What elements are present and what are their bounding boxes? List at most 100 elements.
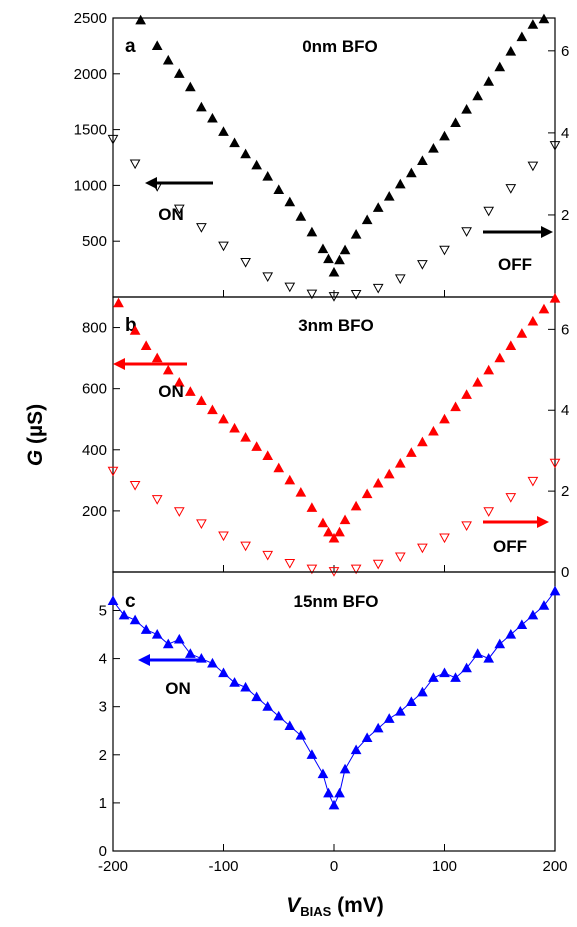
data-point	[505, 340, 517, 350]
y-tick-label: 2	[99, 747, 107, 764]
y-tick-label: 800	[82, 320, 107, 337]
data-point	[273, 462, 285, 473]
x-axis-title: VBIAS (mV)	[286, 894, 384, 919]
data-point	[361, 488, 373, 499]
data-point	[417, 543, 428, 554]
data-point	[483, 76, 495, 86]
annotation-on: ON	[113, 358, 187, 401]
data-point	[284, 196, 296, 207]
data-point	[461, 103, 472, 114]
data-point	[417, 260, 428, 270]
data-point	[317, 243, 329, 254]
data-point	[339, 244, 351, 255]
data-point	[406, 696, 417, 706]
data-point	[461, 389, 472, 399]
data-point	[196, 223, 207, 233]
data-point	[240, 681, 251, 692]
data-point	[527, 609, 539, 620]
data-point	[505, 629, 517, 639]
data-point	[173, 507, 185, 517]
panel-c: 0 1 2 3 4 5 -200 -100 0 100 200 15nm BFO c ON	[98, 571, 568, 875]
data-point	[185, 386, 196, 396]
series-on	[135, 13, 550, 277]
data-point	[538, 13, 550, 24]
data-point	[240, 541, 251, 552]
data-point	[516, 619, 528, 630]
data-point	[450, 401, 461, 412]
panel-letter: c	[125, 591, 136, 612]
data-point	[472, 648, 483, 658]
data-point	[262, 550, 274, 561]
data-point	[118, 609, 130, 620]
data-point	[207, 404, 218, 415]
data-point	[439, 130, 450, 141]
y-tick-label: 400	[82, 442, 107, 459]
y-tick-label: 600	[82, 381, 107, 398]
data-point	[151, 495, 163, 505]
panel-letter: b	[125, 315, 137, 336]
data-point	[361, 732, 373, 743]
panel-letter: a	[125, 36, 136, 57]
data-point	[218, 413, 229, 424]
data-point	[527, 315, 539, 326]
data-point	[394, 705, 406, 716]
data-point	[361, 214, 373, 225]
data-point	[306, 564, 318, 575]
data-point	[372, 283, 384, 294]
data-point	[334, 254, 345, 265]
data-point	[428, 143, 439, 153]
data-point	[461, 227, 472, 237]
series-off	[107, 134, 561, 302]
data-point	[527, 161, 539, 172]
data-point	[549, 585, 561, 596]
data-point	[406, 447, 417, 457]
data-point	[406, 167, 417, 178]
data-point	[306, 226, 318, 237]
y2-tick-label: 6	[561, 321, 569, 338]
panel-frame	[112, 296, 556, 573]
y-tick-label: 500	[82, 233, 107, 250]
data-point	[394, 457, 406, 468]
y-tick-label: 1000	[74, 177, 107, 194]
data-point	[173, 633, 185, 644]
data-point	[483, 507, 495, 517]
y2-tick-label: 4	[561, 402, 569, 419]
data-point	[262, 170, 274, 181]
data-point	[284, 282, 296, 293]
data-point	[129, 325, 141, 335]
series-on	[107, 585, 561, 810]
data-point	[129, 480, 141, 491]
data-point	[162, 638, 174, 649]
y-tick-label: 2500	[74, 10, 107, 27]
data-point	[151, 40, 163, 50]
data-point	[273, 710, 285, 721]
data-point	[428, 425, 439, 436]
panel-b: 200 400 600 800 0 2 4 6 3nm BFO b ON OFF	[82, 292, 569, 581]
data-point	[196, 519, 207, 530]
data-point	[107, 134, 119, 145]
series-line	[112, 590, 556, 807]
annotation-on: ON	[145, 177, 213, 224]
y-tick-label: 1	[99, 795, 107, 812]
y2-tick-label: 2	[561, 207, 569, 224]
data-point	[135, 14, 146, 25]
data-point	[383, 713, 395, 723]
data-point	[107, 595, 119, 605]
data-point	[472, 90, 483, 101]
data-point	[372, 559, 384, 570]
data-point	[417, 155, 428, 165]
data-point	[339, 514, 351, 525]
data-point	[328, 266, 340, 277]
data-point	[295, 730, 307, 740]
data-point	[383, 191, 395, 201]
panel-title: 0nm BFO	[302, 37, 378, 56]
x-tick-label: 100	[432, 858, 457, 875]
annotation-on: ON	[138, 654, 205, 698]
data-point	[394, 178, 406, 189]
data-point	[218, 241, 229, 252]
data-point	[527, 19, 539, 29]
data-point	[306, 289, 318, 300]
data-point	[494, 61, 506, 72]
data-point	[229, 677, 240, 687]
x-tick-label: -200	[98, 858, 128, 875]
